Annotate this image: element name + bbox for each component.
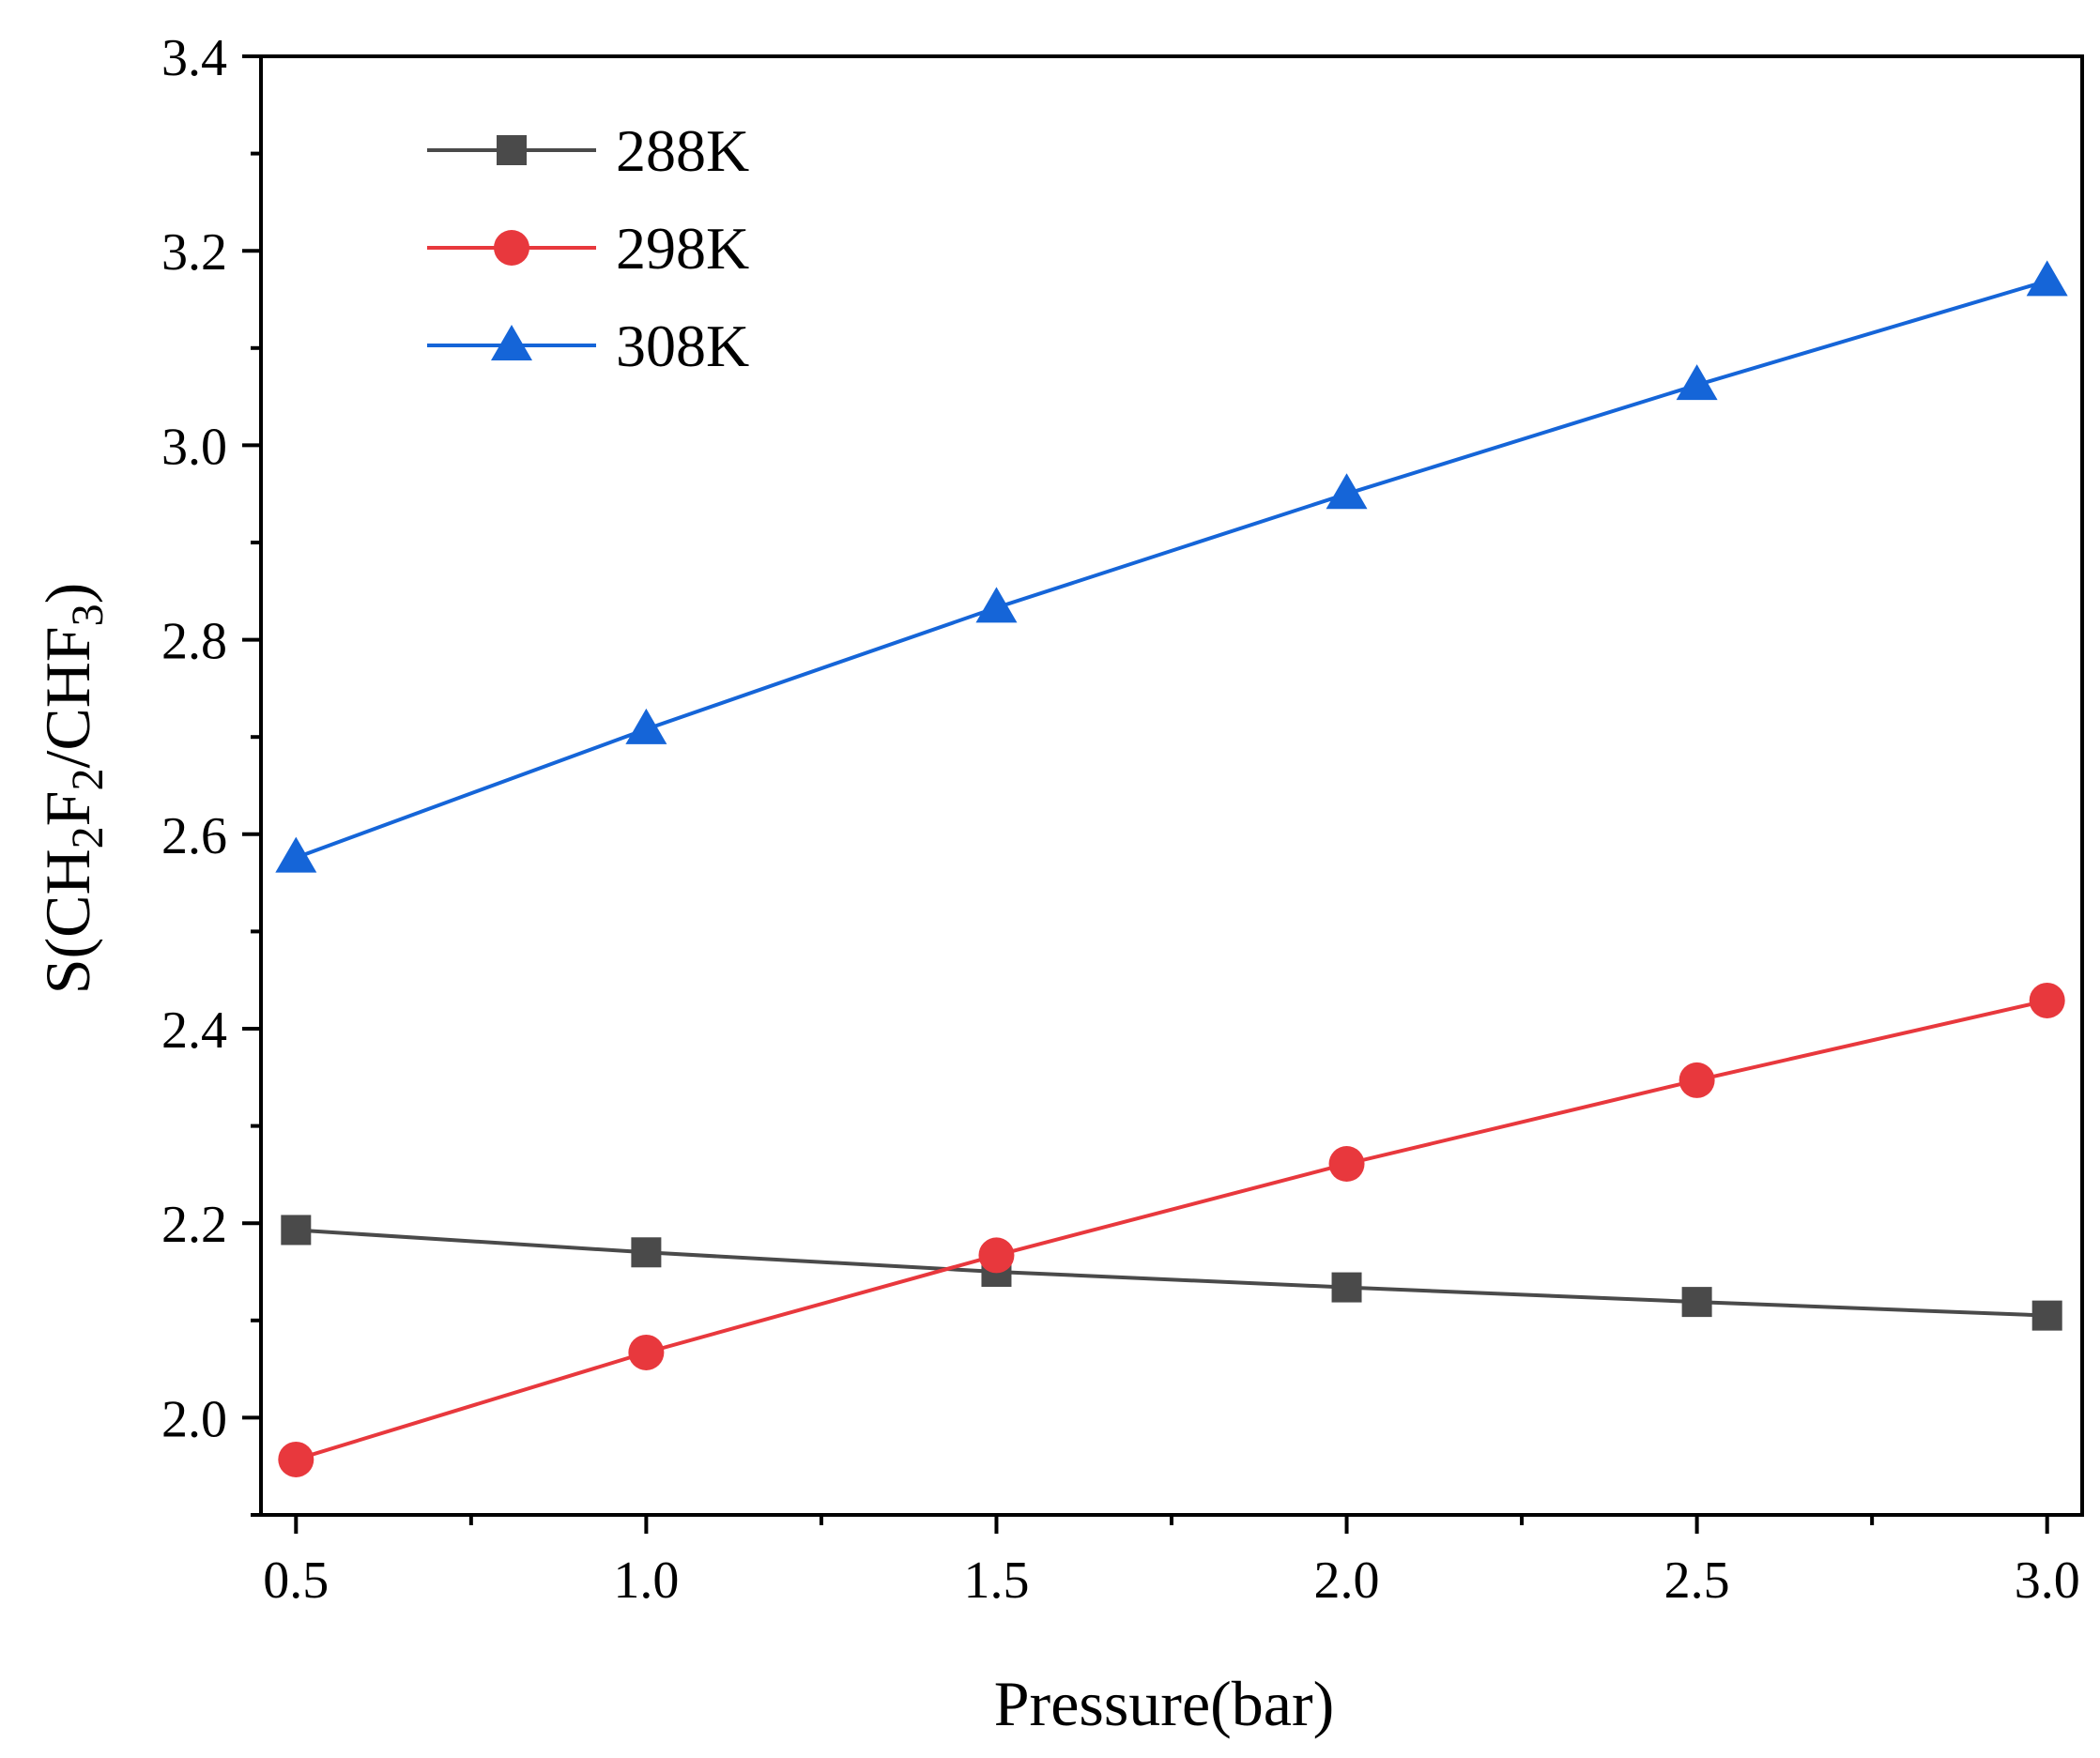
y-axis-label: S(CH2F2/CHF3): [32, 583, 113, 995]
legend-label: 288K: [616, 117, 749, 184]
data-point-298K: [1678, 1062, 1715, 1098]
data-point-308K: [275, 836, 317, 873]
y-tick-label: 2.4: [161, 1001, 227, 1060]
y-label-part: F: [32, 791, 103, 827]
data-point-308K: [625, 708, 667, 744]
plot-frame: [259, 54, 2084, 1517]
data-point-298K: [978, 1237, 1015, 1274]
data-point-308K: [1326, 473, 1368, 510]
x-tick-label: 1.5: [963, 1552, 1029, 1610]
data-point-308K: [975, 587, 1018, 623]
data-point-298K: [628, 1334, 665, 1370]
y-label-sub: 2: [63, 826, 113, 848]
legend-marker-308K: [491, 325, 532, 360]
legend-marker-298K: [494, 230, 529, 266]
y-label-part: /CHF: [32, 626, 103, 768]
x-axis-label: Pressure(bar): [994, 1668, 1335, 1739]
data-point-308K: [2026, 260, 2068, 297]
y-tick-label: 3.2: [161, 223, 227, 282]
y-tick-label: 2.2: [161, 1196, 227, 1254]
y-label-sub: 3: [63, 604, 113, 626]
svg-text:S(CH2F2/CHF3): S(CH2F2/CHF3): [32, 583, 113, 995]
legend-marker-288K: [497, 135, 527, 165]
series-line-298K: [295, 999, 2048, 1461]
y-tick-label: 2.6: [161, 807, 227, 865]
data-point-298K: [1328, 1146, 1365, 1183]
x-tick-label: 1.0: [613, 1552, 679, 1610]
data-point-298K: [278, 1441, 314, 1477]
x-tick-label: 2.0: [1314, 1552, 1380, 1610]
y-tick-label: 3.4: [161, 29, 227, 87]
data-point-288K: [1681, 1287, 1712, 1318]
legend-label: 298K: [616, 215, 749, 282]
y-label-sub: 2: [63, 769, 113, 791]
x-tick-label: 3.0: [2015, 1552, 2080, 1610]
series-line-288K: [296, 1228, 2047, 1318]
data-point-308K: [1676, 364, 1718, 401]
y-label-part: ): [32, 583, 103, 604]
series-line-308K: [295, 279, 2048, 860]
data-point-298K: [2029, 982, 2065, 1018]
legend-label: 308K: [616, 313, 749, 379]
y-tick-label: 2.0: [161, 1390, 227, 1448]
x-tick-label: 0.5: [263, 1552, 329, 1610]
y-label-part: S(CH: [32, 848, 103, 994]
data-point-288K: [281, 1215, 312, 1246]
data-point-288K: [1331, 1272, 1362, 1303]
data-point-288K: [631, 1237, 662, 1268]
y-tick-label: 2.8: [161, 613, 227, 671]
data-point-288K: [2031, 1300, 2062, 1331]
x-tick-label: 2.5: [1664, 1552, 1730, 1610]
y-tick-label: 3.0: [161, 418, 227, 476]
